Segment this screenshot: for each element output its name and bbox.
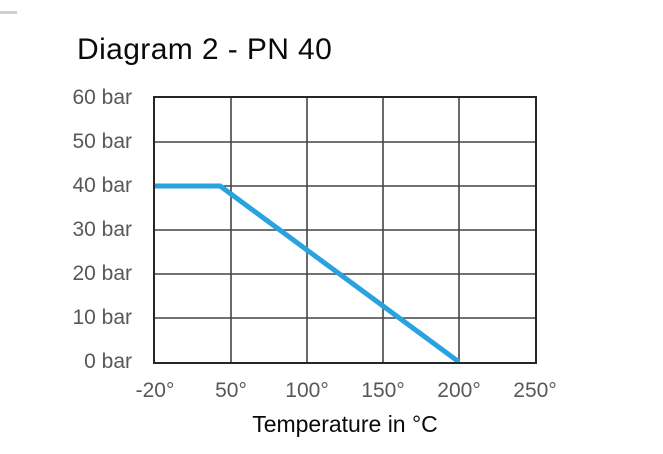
rating-curve xyxy=(155,183,461,362)
y-tick-label: 50 bar xyxy=(72,130,132,153)
x-tick-label: 50° xyxy=(215,379,247,402)
y-tick-label: 30 bar xyxy=(72,218,132,241)
chart-canvas xyxy=(155,98,535,362)
x-axis-tick-labels: -20° 50° 100° 150° 200° 250° xyxy=(136,379,557,405)
y-tick-label: 10 bar xyxy=(72,306,132,329)
x-tick-label: 250° xyxy=(513,379,557,402)
plot-area xyxy=(153,96,537,364)
x-tick-label: -20° xyxy=(135,379,175,402)
y-tick-label: 40 bar xyxy=(72,174,132,197)
y-tick-label: 20 bar xyxy=(72,262,132,285)
gridlines xyxy=(155,98,535,362)
x-axis-title: Temperature in °C xyxy=(252,411,438,437)
x-tick-label: 100° xyxy=(285,379,329,402)
y-axis-tick-labels: 60 bar 50 bar 40 bar 30 bar 20 bar 10 bar 0 ba… xyxy=(28,86,132,373)
y-tick-label: 60 bar xyxy=(72,86,132,109)
x-tick-label: 200° xyxy=(437,379,481,402)
y-tick-label: 0 bar xyxy=(84,350,132,373)
x-tick-label: 150° xyxy=(361,379,405,402)
scan-artifact xyxy=(0,11,17,14)
chart-title: Diagram 2 - PN 40 xyxy=(77,33,333,66)
